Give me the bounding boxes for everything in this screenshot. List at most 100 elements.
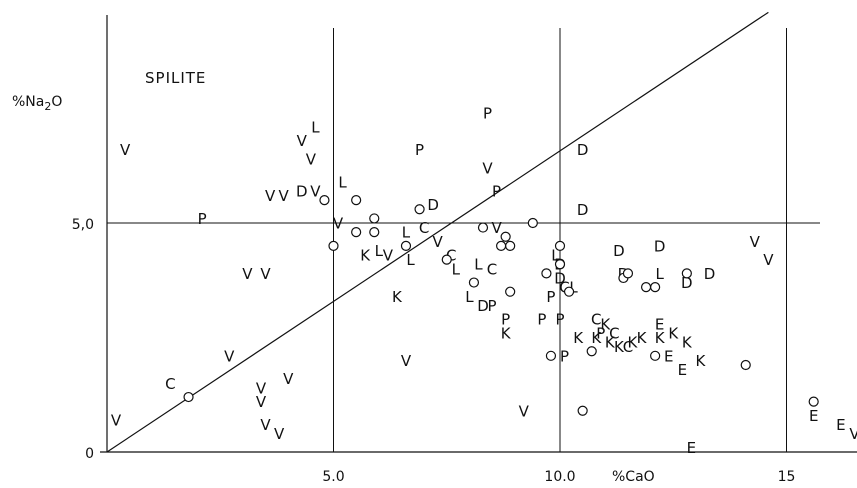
- data-point-letter-v: V: [763, 251, 774, 269]
- data-point-letter-k: K: [573, 329, 584, 347]
- data-point-letter-c: C: [419, 219, 429, 237]
- data-point-letter-p: P: [483, 105, 492, 123]
- data-point-letter-l: L: [474, 256, 483, 274]
- data-point-letter-v: V: [306, 150, 317, 168]
- data-point-circle: [556, 241, 565, 250]
- data-point-letter-d: D: [654, 237, 666, 255]
- data-point-circle: [542, 269, 551, 278]
- data-point-letter-v: V: [224, 347, 235, 365]
- data-point-letter-v: V: [333, 215, 344, 233]
- data-point-circle: [682, 269, 691, 278]
- axes-group: [100, 15, 857, 452]
- data-point-letter-p: P: [555, 311, 564, 329]
- data-point-circle: [556, 260, 565, 269]
- data-point-letter-v: V: [260, 265, 271, 283]
- data-point-letter-v: V: [260, 416, 271, 434]
- data-point-circle: [184, 393, 193, 402]
- data-point-circle: [587, 347, 596, 356]
- data-point-letter-v: V: [383, 247, 394, 265]
- data-point-letter-v: V: [750, 233, 761, 251]
- x-tick-label: 5.0: [322, 469, 344, 485]
- data-point-letter-d: D: [296, 182, 308, 200]
- data-point-circle: [401, 241, 410, 250]
- data-point-letter-k: K: [668, 324, 679, 342]
- x-tick-label: 10.0: [544, 469, 575, 485]
- data-point-circle: [329, 241, 338, 250]
- data-point-letter-d: D: [577, 141, 589, 159]
- data-point-letter-v: V: [491, 219, 502, 237]
- data-point-letter-v: V: [265, 187, 276, 205]
- reference-lines-group: [107, 12, 820, 452]
- data-point-circle: [741, 360, 750, 369]
- data-point-circle: [651, 351, 660, 360]
- data-point-letter-k: K: [696, 352, 707, 370]
- data-point-circle: [528, 219, 537, 228]
- data-point-circle: [565, 287, 574, 296]
- y-tick-label: 5,0: [72, 217, 94, 233]
- data-point-circle: [642, 283, 651, 292]
- data-point-circle: [352, 196, 361, 205]
- data-point-circle: [352, 228, 361, 237]
- x-tick-label: 15: [778, 469, 796, 485]
- data-point-letter-p: P: [415, 141, 424, 159]
- data-point-letter-k: K: [360, 247, 371, 265]
- data-point-circle: [546, 351, 555, 360]
- data-point-letter-c: C: [487, 260, 497, 278]
- data-point-letter-v: V: [297, 132, 308, 150]
- data-point-circle: [651, 283, 660, 292]
- data-point-letter-c: C: [623, 338, 633, 356]
- data-point-letter-v: V: [274, 425, 285, 443]
- data-point-letter-d: D: [704, 265, 716, 283]
- y-tick-labels: 05,0: [72, 217, 94, 462]
- data-point-letter-k: K: [501, 324, 512, 342]
- data-point-letter-e: E: [655, 315, 664, 333]
- data-point-letter-c: C: [165, 375, 175, 393]
- data-point-circle: [578, 406, 587, 415]
- data-point-letter-e: E: [836, 416, 845, 434]
- data-point-letter-e: E: [809, 407, 818, 425]
- data-point-circle: [442, 255, 451, 264]
- data-point-letter-v: V: [120, 141, 131, 159]
- data-point-letter-v: V: [256, 393, 267, 411]
- data-point-letter-l: L: [465, 288, 474, 306]
- spilite-field-label: SPILITE: [145, 69, 206, 87]
- data-point-letter-v: V: [482, 160, 493, 178]
- y-axis-title: %Na2O: [12, 94, 62, 113]
- data-point-circle: [478, 223, 487, 232]
- x-tick-labels: 5.0 10.0 15: [322, 469, 795, 485]
- data-point-letter-e: E: [678, 361, 687, 379]
- data-point-circle: [497, 241, 506, 250]
- data-point-letter-v: V: [283, 370, 294, 388]
- data-point-letter-p: P: [492, 182, 501, 200]
- data-point-letter-v: V: [433, 233, 444, 251]
- data-point-letter-v: V: [401, 352, 412, 370]
- data-point-letter-l: L: [406, 251, 415, 269]
- data-point-circle: [469, 278, 478, 287]
- data-point-letter-p: P: [198, 210, 207, 228]
- data-point-circle: [370, 214, 379, 223]
- data-point-letter-k: K: [682, 334, 693, 352]
- data-point-letter-v: V: [242, 265, 253, 283]
- data-point-letter-e: E: [687, 439, 696, 457]
- data-point-letter-p: P: [560, 347, 569, 365]
- data-point-circle: [506, 287, 515, 296]
- data-point-letter-v: V: [519, 402, 530, 420]
- data-point-letter-p: P: [488, 297, 497, 315]
- data-point-circle: [320, 196, 329, 205]
- data-point-letter-d: D: [427, 196, 439, 214]
- data-point-letter-l: L: [338, 173, 347, 191]
- data-point-circle: [370, 228, 379, 237]
- data-point-circle: [415, 205, 424, 214]
- data-point-letter-v: V: [849, 425, 857, 443]
- y-tick-label: 0: [85, 446, 94, 462]
- data-point-letter-k: K: [637, 329, 648, 347]
- x-axis-title: %CaO: [612, 469, 655, 485]
- data-point-letter-k: K: [392, 288, 403, 306]
- data-point-circle: [506, 241, 515, 250]
- data-point-circle: [623, 269, 632, 278]
- data-point-letter-l: L: [311, 118, 320, 136]
- data-point-letter-d: D: [613, 242, 625, 260]
- data-point-letter-l: L: [452, 260, 461, 278]
